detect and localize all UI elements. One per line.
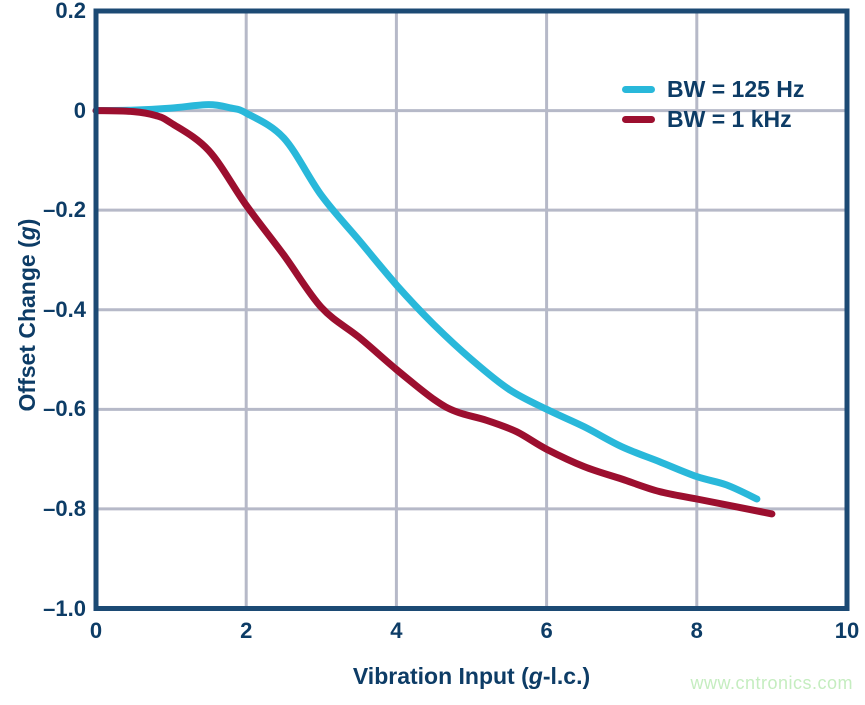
legend-item-bw-1-khz: BW = 1 kHz [622,104,804,134]
y-tick-label: 0 [73,97,86,123]
legend-label: BW = 1 kHz [667,105,792,132]
legend-label: BW = 125 Hz [667,75,805,102]
axis-title-part: Vibration Input ( [352,663,529,689]
x-tick-label: 0 [89,618,103,643]
watermark: www.cntronics.com [690,673,853,693]
axis-title-part: ) [14,218,40,227]
axis-title-part: -l.c.) [542,663,591,689]
axis-title-italic-part: g [14,226,40,241]
legend-item-bw-125-hz: BW = 125 Hz [622,74,804,104]
axis-title-part: Offset Change ( [14,240,40,412]
y-tick-label: –0.2 [43,197,86,223]
x-tick-label: 10 [834,618,860,643]
y-axis-title: Offset Change (g) [14,15,46,615]
series-line-bw-125-hz [92,101,761,503]
x-tick-label: 6 [540,618,553,643]
x-tick-label: 4 [390,618,403,643]
legend: BW = 125 Hz BW = 1 kHz [622,74,804,134]
y-tick-label: 0.2 [55,0,86,23]
y-tick-label: –1.0 [43,595,86,621]
x-axis-title: Vibration Input (g-l.c.) [96,663,847,690]
x-tick-label: 8 [690,618,703,643]
legend-swatch-bw-1-khz [622,115,655,123]
y-tick-label: –0.6 [43,396,86,422]
x-tick-label: 2 [240,618,253,643]
series-line-bw-1-khz [92,107,776,518]
plot-border [93,8,850,611]
axis-title-italic-part: g [528,663,543,689]
y-tick-label: –0.4 [43,296,86,322]
legend-swatch-bw-125-hz [622,85,655,93]
y-tick-label: –0.8 [43,495,86,521]
